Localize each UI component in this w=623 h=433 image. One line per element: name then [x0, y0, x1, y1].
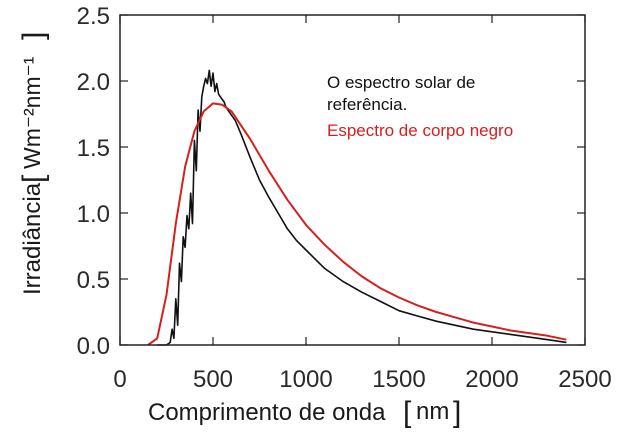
y-axis-unit: Wm⁻²nm⁻¹	[19, 56, 45, 169]
x-axis-unit: [ nm ]	[403, 396, 461, 429]
x-tick-label: 500	[193, 366, 233, 393]
y-tick-label: 2.5	[77, 3, 110, 30]
x-tick-label: 2000	[465, 366, 518, 393]
y-tick-label: 1.5	[77, 135, 110, 162]
x-axis-unit-text: nm	[416, 398, 449, 425]
series-observed-line	[157, 69, 567, 346]
y-axis: 0.0 0.5 1.0 1.5 2.0 2.5	[77, 3, 585, 360]
y-tick-label: 2.0	[77, 69, 110, 96]
legend: O espectro solar de referência. Espectro…	[327, 73, 513, 140]
y-tick-label: 1.0	[77, 201, 110, 228]
legend-observed-line2: referência.	[327, 95, 407, 114]
legend-observed-line1: O espectro solar de	[327, 73, 475, 92]
x-tick-label: 2500	[558, 366, 611, 393]
x-unit-bracket-right: ]	[453, 396, 461, 428]
legend-blackbody: Espectro de corpo negro	[327, 121, 513, 140]
y-tick-label: 0.5	[77, 267, 110, 294]
x-tick-label: 1500	[372, 366, 425, 393]
y-tick-label: 0.0	[77, 333, 110, 360]
x-tick-label: 1000	[279, 366, 332, 393]
x-unit-bracket-left: [	[403, 396, 412, 428]
x-axis: 0 500 1000 1500 2000 2500	[113, 15, 612, 393]
y-unit-bracket-right: ]	[17, 32, 50, 40]
plot-frame	[119, 14, 586, 346]
x-tick-label: 0	[113, 366, 126, 393]
series-blackbody-line	[147, 102, 567, 346]
y-axis-label: Irradiância	[19, 182, 46, 295]
y-axis-title: Irradiância [ Wm⁻²nm⁻¹ ]	[17, 32, 50, 295]
x-axis-label: Comprimento de onda	[148, 399, 386, 426]
plot-area	[147, 69, 567, 346]
y-unit-bracket-left: [	[17, 174, 50, 183]
